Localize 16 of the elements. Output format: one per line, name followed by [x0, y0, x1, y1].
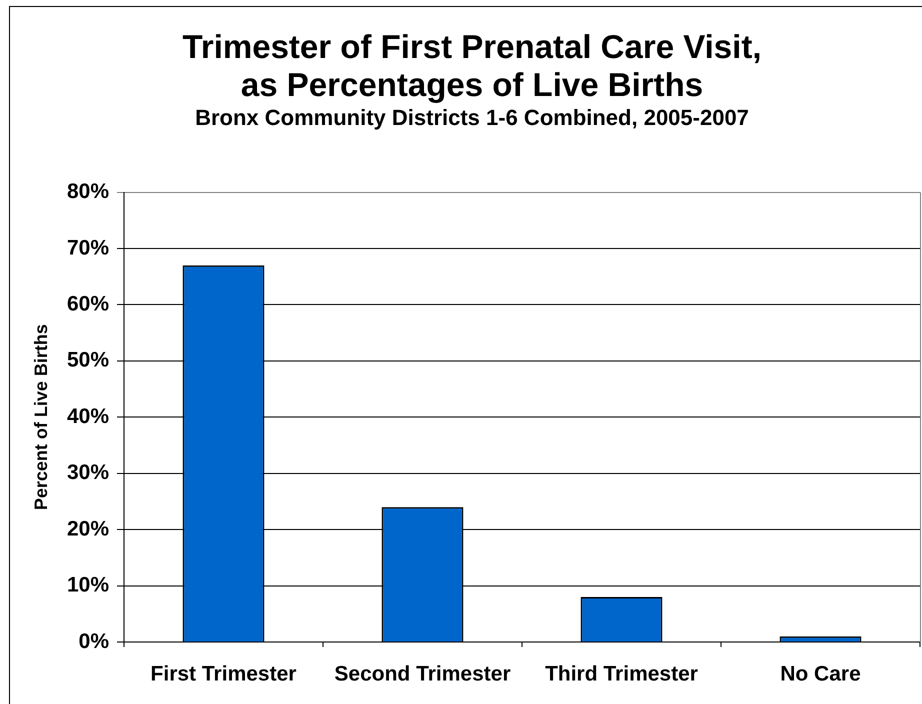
y-tick-label: 20% [66, 517, 110, 540]
y-tick-label: 30% [66, 461, 110, 484]
chart-subtitle: Bronx Community Districts 1-6 Combined, 2005-2007 [195, 105, 749, 130]
y-tick-label: 60% [66, 292, 110, 316]
y-tick-label: 50% [66, 348, 110, 372]
x-tick-label: First Trimester [150, 662, 296, 686]
x-tick-label: No Care [780, 662, 861, 686]
x-tick-label: Second Trimester [334, 662, 511, 686]
y-tick-label: 70% [66, 236, 110, 260]
y-tick-label: 40% [66, 404, 110, 428]
chart-title: Trimester of First Prenatal Care Visit, as Percentages of Live Births [182, 28, 762, 104]
x-tick-label: Third Trimester [545, 662, 698, 686]
y-tick-label: 80% [66, 180, 110, 204]
y-tick-label: 10% [66, 574, 110, 597]
y-tick-label: 0% [78, 630, 110, 653]
y-axis-title: Percent of Live Births [30, 324, 51, 510]
